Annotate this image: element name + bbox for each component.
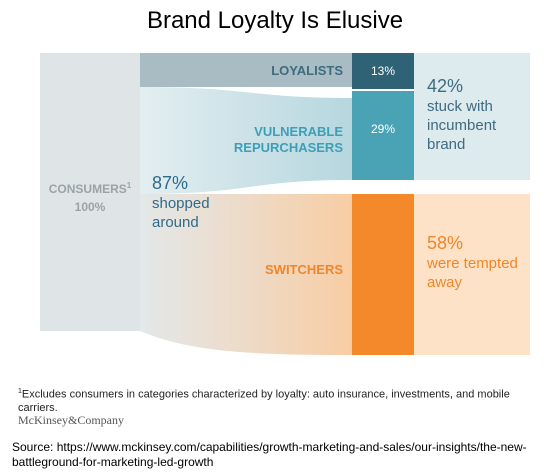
stuck-line2: incumbent [427, 117, 497, 134]
vulnerable-value: 29% [370, 122, 396, 136]
switchers-flow [140, 194, 352, 355]
footnote: 1Excludes consumers in categories charac… [18, 385, 533, 415]
shopped-line2: around [152, 214, 199, 231]
vulnerable-label: VULNERABLE REPURCHASERS [195, 124, 343, 156]
vulnerable-bar [352, 91, 414, 180]
loyalists-flow [140, 53, 352, 87]
tempted-annotation: 58% were tempted away [427, 234, 518, 292]
tempted-line2: away [427, 274, 463, 291]
source-text: Source: https://www.mckinsey.com/capabil… [12, 440, 527, 469]
shopped-pct: 87% [152, 173, 189, 193]
consumers-label: CONSUMERS1 100% [40, 177, 140, 216]
stuck-pct: 42% [427, 76, 464, 96]
tempted-line1: were tempted [427, 255, 518, 272]
shopped-line1: shopped [152, 195, 210, 212]
stuck-line1: stuck with [427, 98, 493, 115]
stuck-line3: brand [427, 136, 466, 153]
consumers-footnote-mark: 1 [126, 181, 132, 190]
consumers-value: 100% [74, 200, 106, 214]
switchers-bar [352, 194, 414, 355]
vulnerable-label-line2: REPURCHASERS [233, 140, 343, 155]
loyalists-value: 13% [370, 64, 396, 78]
consumers-bar [40, 53, 140, 331]
consumers-name: CONSUMERS [48, 182, 127, 196]
footnote-text: Excludes consumers in categories charact… [18, 388, 510, 414]
stuck-band [414, 53, 530, 180]
footnote-mark: 1 [18, 388, 22, 395]
loyalists-label: LOYALISTS [271, 63, 343, 78]
stuck-annotation: 42% stuck with incumbent brand [427, 77, 496, 154]
vulnerable-label-line1: VULNERABLE [254, 124, 343, 139]
switchers-label: SWITCHERS [265, 262, 343, 277]
tempted-band [414, 194, 530, 355]
tempted-pct: 58% [427, 233, 464, 253]
brand-logo: McKinsey&Company [18, 413, 124, 427]
chart-title: Brand Loyalty Is Elusive [146, 7, 404, 34]
loyalists-bar [352, 53, 414, 89]
vulnerable-flow [140, 87, 352, 194]
shopped-annotation: 87% shopped around [152, 174, 210, 232]
